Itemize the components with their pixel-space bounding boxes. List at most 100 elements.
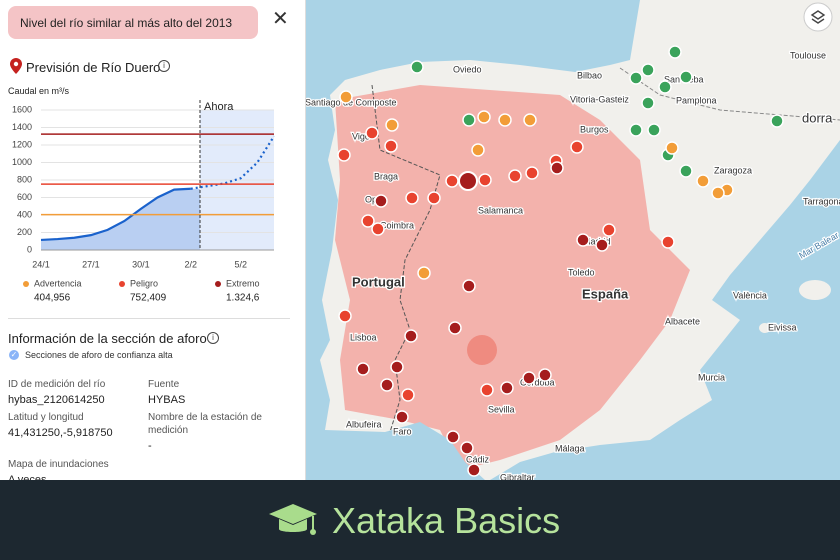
gauge-dot xyxy=(395,410,409,424)
flow-line xyxy=(40,187,191,242)
map-label: Santiago de Composte xyxy=(306,97,397,107)
pin-icon xyxy=(10,58,22,74)
gauge-dot xyxy=(356,362,370,376)
y-tick-label: 1600 xyxy=(12,104,32,114)
y-tick-label: 400 xyxy=(17,209,32,219)
field: Latitud y longitud 41,431250,-5,918750 xyxy=(8,411,143,439)
map-label: Gibraltar xyxy=(500,472,535,480)
map-label: Sevilla xyxy=(488,404,515,414)
gauge-dot xyxy=(641,96,655,110)
island xyxy=(799,280,831,300)
y-tick-label: 600 xyxy=(17,192,32,202)
legend-name: Peligro xyxy=(130,278,158,288)
legend-marker xyxy=(119,281,125,287)
map-label: España xyxy=(582,286,629,301)
selected-gauge xyxy=(458,171,478,191)
legend-value: 404,956 xyxy=(34,293,71,304)
layers-button[interactable] xyxy=(803,2,833,32)
gauge-dot xyxy=(647,123,661,137)
map-label: dorra xyxy=(802,110,833,125)
map-label: Eivissa xyxy=(768,322,797,332)
x-tick-label: 24/1 xyxy=(32,259,50,269)
gauge-dot xyxy=(361,214,375,228)
check-icon: ✓ xyxy=(9,350,19,360)
legend-marker xyxy=(215,281,221,287)
gauge-dot xyxy=(460,441,474,455)
close-button[interactable]: ✕ xyxy=(272,8,289,30)
heat-area xyxy=(335,85,690,470)
gauge-dot xyxy=(658,80,672,94)
field-label: Latitud y longitud xyxy=(8,412,84,423)
gauge-dot xyxy=(405,191,419,205)
map-label: Cádiz xyxy=(466,454,490,464)
gauge-dot xyxy=(711,186,725,200)
legend-value: 1.324,6 xyxy=(226,293,260,304)
gauge-dot xyxy=(576,233,590,247)
map-label: Albacete xyxy=(665,316,700,326)
info-icon[interactable]: i xyxy=(158,60,170,72)
divider xyxy=(8,318,290,319)
map-label: Bilbao xyxy=(577,70,602,80)
field-value: HYBAS xyxy=(148,394,186,406)
gauge-dot xyxy=(401,388,415,402)
gauge-dot xyxy=(550,161,564,175)
border xyxy=(371,84,441,433)
gauge-dot xyxy=(410,60,424,74)
border xyxy=(619,67,840,121)
map-label: Toulouse xyxy=(790,50,826,60)
gauge-dot xyxy=(467,463,481,477)
flood-zone xyxy=(467,335,497,365)
gauge-dot xyxy=(448,321,462,335)
brand-text: Xataka Basics xyxy=(332,500,561,541)
x-tick-label: 30/1 xyxy=(132,259,150,269)
x-tick-label: 27/1 xyxy=(82,259,100,269)
alert-banner: Nivel del río similar al más alto del 20… xyxy=(8,6,258,39)
gauge-dot xyxy=(445,174,459,188)
field-value: - xyxy=(148,440,152,452)
gauge-dot xyxy=(478,173,492,187)
alert-text: Nivel del río similar al más alto del 20… xyxy=(20,16,233,30)
field: Fuente HYBAS xyxy=(148,378,283,406)
map-label: Portugal xyxy=(352,274,405,289)
gauge-dot xyxy=(417,266,431,280)
island xyxy=(759,323,771,333)
y-tick-label: 1000 xyxy=(12,157,32,167)
map-label: València xyxy=(733,290,767,300)
map-label: Coimbra xyxy=(380,220,414,230)
forecast-title: Previsión de Río Duero xyxy=(26,60,161,75)
gauge-dot xyxy=(629,71,643,85)
badge-text: Secciones de aforo de confianza alta xyxy=(25,350,173,360)
map-label: Vitoria-Gasteiz xyxy=(570,94,629,104)
field: Nombre de la estación de medición - xyxy=(148,411,268,452)
x-tick-label: 2/2 xyxy=(185,259,198,269)
gauge-dot xyxy=(629,123,643,137)
info-icon[interactable]: i xyxy=(207,332,219,344)
side-panel: Nivel del río similar al más alto del 20… xyxy=(0,0,306,480)
gauge-dot xyxy=(661,235,675,249)
gauge-dot xyxy=(385,118,399,132)
layers-icon xyxy=(810,10,826,24)
map-label: Zaragoza xyxy=(714,165,752,175)
sea xyxy=(306,0,640,480)
field-value: A veces xyxy=(8,474,47,480)
gauge-dot xyxy=(679,164,693,178)
gauge-dot xyxy=(523,113,537,127)
y-tick-label: 800 xyxy=(17,174,32,184)
gauge-dot xyxy=(446,430,460,444)
gauge-dot xyxy=(570,140,584,154)
y-tick-label: 200 xyxy=(17,227,32,237)
field: Mapa de inundaciones A veces xyxy=(8,458,143,480)
info-title: Información de la sección de aforo xyxy=(8,331,207,346)
gauge-dot xyxy=(404,329,418,343)
map-label: Tarragona xyxy=(803,196,840,206)
gauge-dot xyxy=(480,383,494,397)
gauge-dot xyxy=(538,368,552,382)
brand-icon xyxy=(269,504,317,535)
field: ID de medición del río hybas_2120614250 xyxy=(8,378,143,406)
field-label: Mapa de inundaciones xyxy=(8,459,109,470)
map-label: Oviedo xyxy=(453,64,482,74)
gauge-dot xyxy=(522,371,536,385)
legend-marker xyxy=(23,281,29,287)
observed-area xyxy=(41,188,200,250)
